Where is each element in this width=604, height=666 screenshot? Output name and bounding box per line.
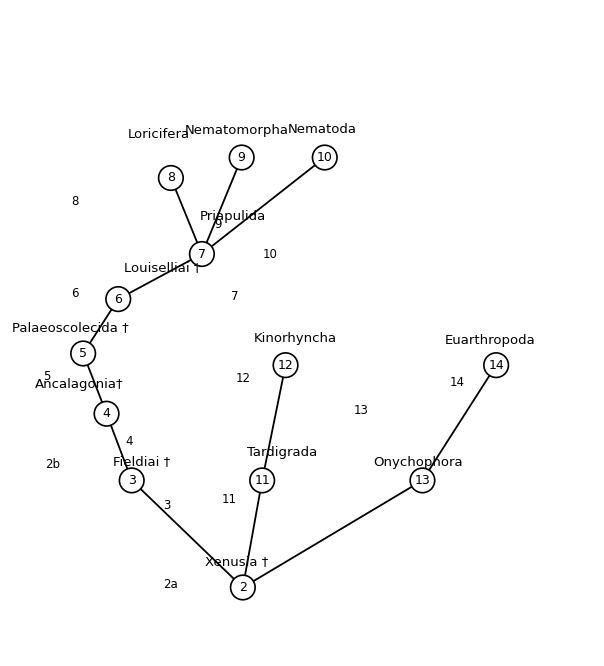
Text: Nematomorpha: Nematomorpha	[185, 123, 289, 137]
Text: 5: 5	[79, 347, 87, 360]
Circle shape	[94, 402, 119, 426]
Text: 7: 7	[231, 290, 239, 303]
Circle shape	[71, 341, 95, 366]
Text: Palaeoscolecida †: Palaeoscolecida †	[12, 320, 129, 334]
Text: 10: 10	[317, 151, 333, 164]
Text: 12: 12	[278, 359, 294, 372]
Text: 11: 11	[254, 474, 270, 487]
Text: 5: 5	[43, 370, 51, 384]
Text: 7: 7	[198, 248, 206, 260]
Circle shape	[190, 242, 214, 266]
Text: Nematoda: Nematoda	[288, 123, 356, 136]
Text: 6: 6	[71, 287, 79, 300]
Text: 2a: 2a	[164, 578, 178, 591]
Text: 9: 9	[238, 151, 246, 164]
Text: 4: 4	[103, 407, 111, 420]
Circle shape	[484, 353, 509, 378]
Circle shape	[120, 468, 144, 493]
Text: 9: 9	[214, 218, 222, 231]
Text: Fieldiai †: Fieldiai †	[113, 455, 170, 468]
Circle shape	[230, 145, 254, 170]
Text: 8: 8	[167, 171, 175, 184]
Text: Onychophora: Onychophora	[373, 456, 463, 470]
Text: 8: 8	[71, 195, 79, 208]
Text: 10: 10	[263, 248, 278, 260]
Text: Loricifera: Loricifera	[128, 128, 190, 141]
Circle shape	[273, 353, 298, 378]
Text: 6: 6	[114, 292, 122, 306]
Text: 14: 14	[488, 359, 504, 372]
Text: 14: 14	[450, 376, 465, 389]
Text: Ancalagonia†: Ancalagonia†	[35, 378, 123, 391]
Text: 13: 13	[354, 404, 369, 417]
Text: Xenusia †: Xenusia †	[205, 555, 269, 567]
Text: Louiselliai †: Louiselliai †	[124, 261, 201, 274]
Text: 12: 12	[236, 372, 250, 385]
Text: 2: 2	[239, 581, 247, 594]
Text: 3: 3	[163, 499, 170, 512]
Text: 2b: 2b	[45, 458, 60, 471]
Text: 4: 4	[125, 435, 132, 448]
Text: 3: 3	[128, 474, 136, 487]
Text: Euarthropoda: Euarthropoda	[445, 334, 536, 346]
Circle shape	[106, 287, 130, 312]
Circle shape	[231, 575, 255, 600]
Text: Tardigrada: Tardigrada	[247, 446, 317, 460]
Circle shape	[410, 468, 435, 493]
Text: Priapulida: Priapulida	[200, 210, 266, 222]
Text: 13: 13	[414, 474, 430, 487]
Text: 11: 11	[222, 494, 237, 506]
Text: Kinorhyncha: Kinorhyncha	[254, 332, 337, 346]
Circle shape	[312, 145, 337, 170]
Circle shape	[250, 468, 274, 493]
Circle shape	[159, 166, 183, 190]
